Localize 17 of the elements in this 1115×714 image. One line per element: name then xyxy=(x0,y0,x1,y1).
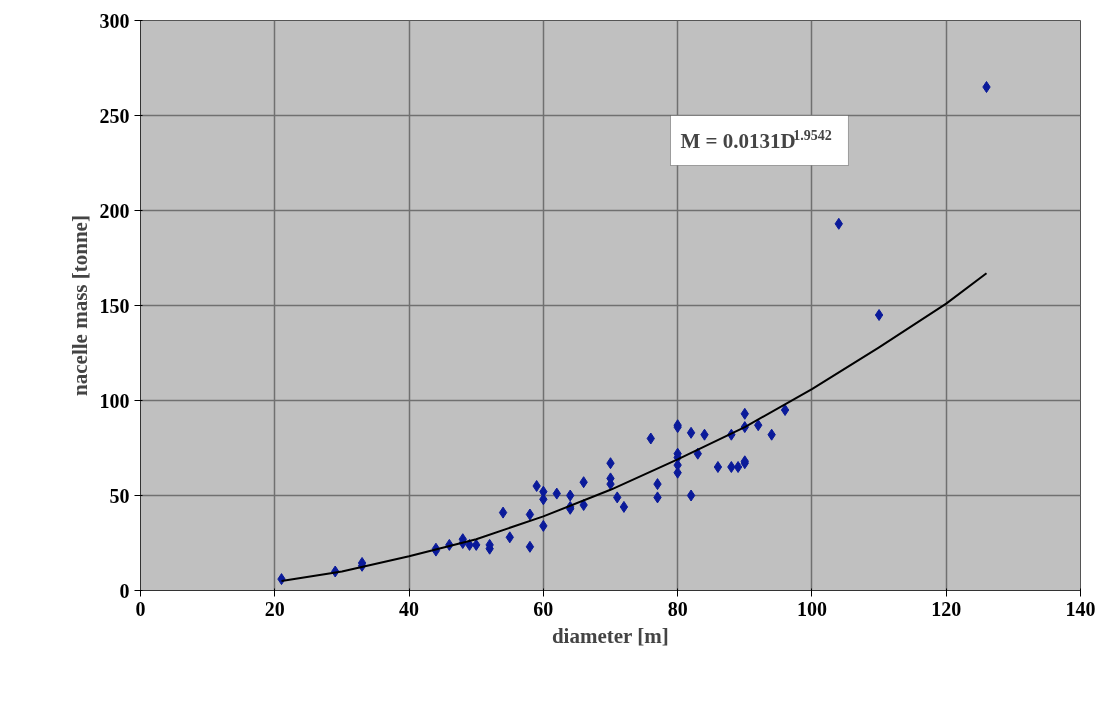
y-tick-label: 250 xyxy=(99,104,130,127)
y-tick-label: 300 xyxy=(99,9,130,32)
x-axis-title: diameter [m] xyxy=(551,623,669,648)
x-tick-label: 40 xyxy=(399,597,420,620)
y-axis-title: nacelle mass [tonne] xyxy=(67,215,92,396)
x-tick-label: 0 xyxy=(135,597,146,620)
y-tick-label: 150 xyxy=(99,294,130,317)
x-tick-label: 80 xyxy=(667,597,688,620)
y-tick-label: 50 xyxy=(109,484,130,507)
y-tick-label: 0 xyxy=(119,579,130,602)
y-tick-label: 200 xyxy=(99,199,130,222)
x-tick-label: 60 xyxy=(533,597,554,620)
y-tick-label: 100 xyxy=(99,389,130,412)
x-tick-label: 140 xyxy=(1065,597,1096,620)
x-tick-label: 20 xyxy=(264,597,285,620)
x-tick-label: 120 xyxy=(931,597,962,620)
x-tick-label: 100 xyxy=(796,597,827,620)
